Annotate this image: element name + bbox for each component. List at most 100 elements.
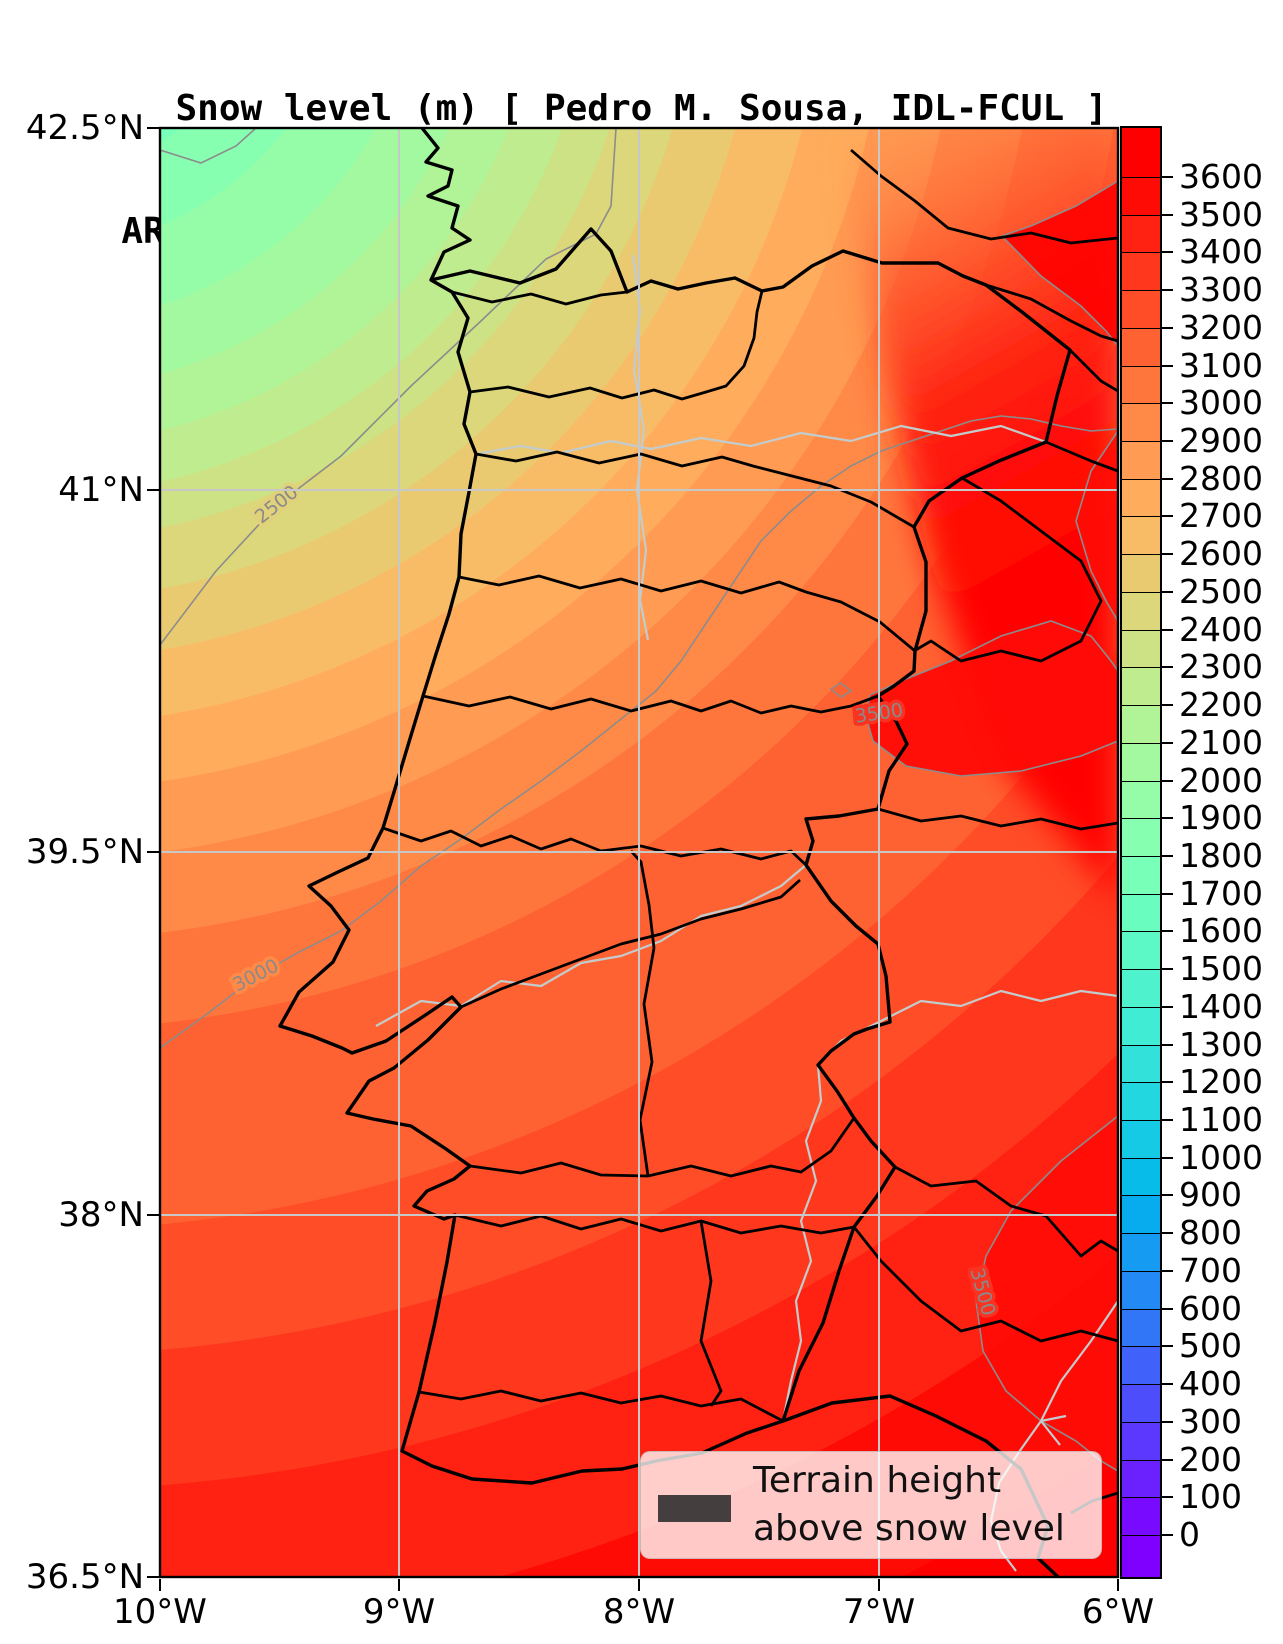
colorbar-cell [1122, 128, 1160, 177]
legend-label-line-2: above snow level [753, 1508, 1065, 1549]
colorbar-divider [1122, 1534, 1160, 1536]
colorbar-tick-label: 3200 [1179, 307, 1263, 347]
map-frame [158, 126, 1120, 1579]
colorbar-cell [1122, 1384, 1160, 1422]
district-boundary [850, 148, 1118, 245]
colorbar-cell [1122, 290, 1160, 328]
colorbar-tick [1160, 176, 1173, 178]
district-boundary [475, 450, 915, 529]
colorbar-tick [1160, 741, 1173, 744]
colorbar-tick [1160, 515, 1173, 518]
colorbar-cell [1122, 214, 1160, 253]
colorbar-tick [1160, 1420, 1173, 1423]
legend-swatch [658, 1495, 731, 1522]
contour-line [160, 415, 1118, 1049]
colorbar-cell [1122, 780, 1160, 819]
colorbar-tick [1160, 477, 1173, 480]
colorbar-divider [1122, 1120, 1160, 1122]
colorbar-tick-label: 1200 [1179, 1062, 1263, 1102]
colorbar-divider [1122, 591, 1160, 593]
colorbar-divider [1122, 441, 1160, 443]
colorbar-cell [1122, 1421, 1160, 1460]
snow-level-high-patch [1076, 431, 1118, 621]
colorbar-cell [1122, 327, 1160, 366]
colorbar-tick [1160, 1119, 1173, 1122]
colorbar-divider [1122, 780, 1160, 782]
title-line-1: Snow level (m) [ Pedro M. Sousa, IDL-FCU… [175, 88, 1108, 129]
colorbar-cell [1122, 441, 1160, 479]
colorbar-divider [1122, 742, 1160, 744]
colorbar-cell [1122, 1044, 1160, 1083]
colorbar-cell [1122, 742, 1160, 781]
colorbar-tick-label: 2400 [1179, 609, 1263, 649]
colorbar-divider [1122, 1384, 1160, 1386]
snow-level-high-patch [866, 621, 1118, 776]
country-border [430, 227, 1072, 1422]
colorbar-cell [1122, 629, 1160, 668]
colorbar-divider [1122, 1459, 1160, 1461]
colorbar-tick-label: 3600 [1179, 157, 1263, 196]
colorbar-cell [1122, 1082, 1160, 1121]
colorbar-tick-label: 2900 [1179, 421, 1263, 461]
snow-level-high-patch [1002, 181, 1118, 346]
x-tick-label: 6°W [1081, 1592, 1155, 1632]
colorbar-divider [1122, 818, 1160, 820]
district-boundary [985, 283, 1118, 343]
district-boundary [852, 1226, 1118, 1343]
colorbar-frame [1120, 126, 1162, 1579]
colorbar-tick-label: 1000 [1179, 1137, 1263, 1177]
snow-level-high-patch [976, 1116, 1118, 1471]
colorbar-tick-label: 2300 [1179, 647, 1263, 687]
colorbar-tick [1160, 704, 1173, 707]
river-line [375, 864, 807, 1027]
contour-line [1075, 430, 1118, 622]
district-boundary [699, 1220, 723, 1407]
colorbar-divider [1122, 177, 1160, 178]
colorbar-tick [1160, 364, 1173, 367]
colorbar-tick-label: 1500 [1179, 949, 1263, 989]
district-boundary [629, 850, 656, 1177]
coastline [278, 128, 1060, 1577]
colorbar-tick [1160, 1533, 1173, 1536]
colorbar-divider [1122, 705, 1160, 707]
colorbar [1122, 128, 1160, 1577]
colorbar-tick-label: 700 [1179, 1250, 1242, 1290]
colorbar-divider [1122, 969, 1160, 971]
colorbar-tick-label: 100 [1179, 1477, 1242, 1517]
colorbar-divider [1122, 1195, 1160, 1197]
colorbar-divider [1122, 1497, 1160, 1499]
colorbar-cell [1122, 1346, 1160, 1385]
colorbar-tick-label: 3500 [1179, 194, 1263, 234]
colorbar-tick-label: 1600 [1179, 911, 1263, 951]
colorbar-divider [1122, 290, 1160, 292]
x-tick-label: 10°W [113, 1592, 207, 1632]
colorbar-divider [1122, 1233, 1160, 1235]
colorbar-tick [1160, 1383, 1173, 1386]
colorbar-cell [1122, 1497, 1160, 1535]
contour-line [829, 620, 1118, 777]
colorbar-tick-label: 2800 [1179, 458, 1263, 498]
colorbar-tick-label: 600 [1179, 1288, 1242, 1328]
legend: Terrain height above snow level [640, 1451, 1102, 1559]
colorbar-tick [1160, 779, 1173, 782]
colorbar-divider [1122, 667, 1160, 669]
colorbar-cell [1122, 554, 1160, 592]
colorbar-cell [1122, 403, 1160, 442]
colorbar-divider [1122, 1157, 1160, 1159]
y-tick [147, 489, 160, 491]
colorbar-divider [1122, 1346, 1160, 1348]
colorbar-divider [1122, 1270, 1160, 1272]
colorbar-cell [1122, 1006, 1160, 1045]
x-tick-label: 7°W [842, 1592, 916, 1632]
colorbar-tick [1160, 1081, 1173, 1084]
colorbar-cell [1122, 1270, 1160, 1309]
district-boundary [877, 807, 1118, 831]
colorbar-tick [1160, 553, 1173, 556]
colorbar-tick [1160, 326, 1173, 329]
colorbar-tick-label: 1400 [1179, 986, 1263, 1026]
colorbar-tick [1160, 666, 1173, 669]
colorbar-divider [1122, 629, 1160, 631]
colorbar-tick [1160, 854, 1173, 857]
